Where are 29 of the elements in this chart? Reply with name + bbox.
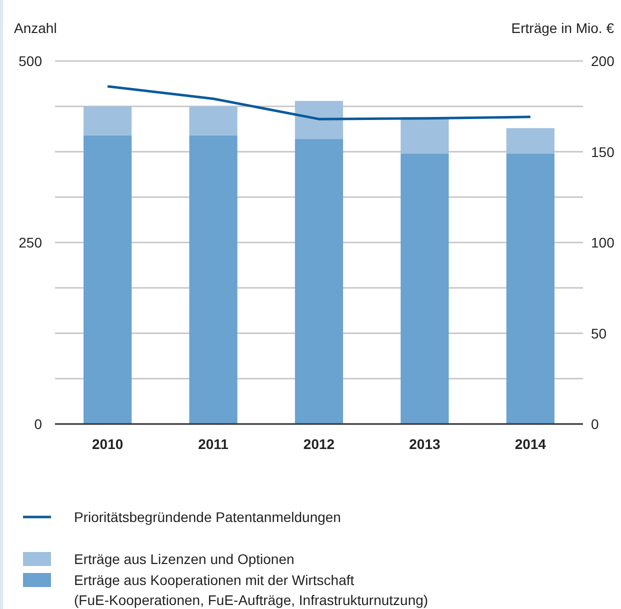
x-tick-label: 2012 [303,436,335,452]
x-tick-label: 2013 [409,436,440,452]
bar [400,117,449,154]
x-tick-label: 2011 [198,436,229,452]
bar [294,139,344,424]
bar [294,100,344,140]
bar [400,154,449,424]
y2-tick-label: 150 [591,144,615,160]
bar [189,106,238,136]
bar [506,154,554,424]
legend-label: Prioritätsbegründende Patentanmeldungen [74,509,341,525]
y2-tick-label: 200 [591,53,615,69]
y2-tick-label: 100 [591,234,615,250]
x-tick-label: 2014 [514,436,546,452]
line-series [106,85,532,120]
y-axis-title: Anzahl [14,20,57,36]
y2-tick-label: 0 [591,416,599,432]
y2-axis-title: Erträge in Mio. € [511,20,614,36]
y-tick-label: 0 [34,416,42,432]
bar [84,135,132,424]
y-tick-label: 500 [18,53,42,69]
bar [84,106,132,136]
legend-label: Erträge aus Lizenzen und Optionen [74,551,294,567]
y2-tick-label: 50 [591,325,607,342]
bar [189,135,238,424]
x-tick-label: 2010 [92,436,124,452]
y-tick-label: 250 [18,234,42,250]
legend-label: Erträge aus Kooperationen mit der Wirtschaft (FuE-Kooperationen, FuE-Aufträge, Infrastrukturnutzung) [74,572,428,608]
bar [506,128,554,154]
